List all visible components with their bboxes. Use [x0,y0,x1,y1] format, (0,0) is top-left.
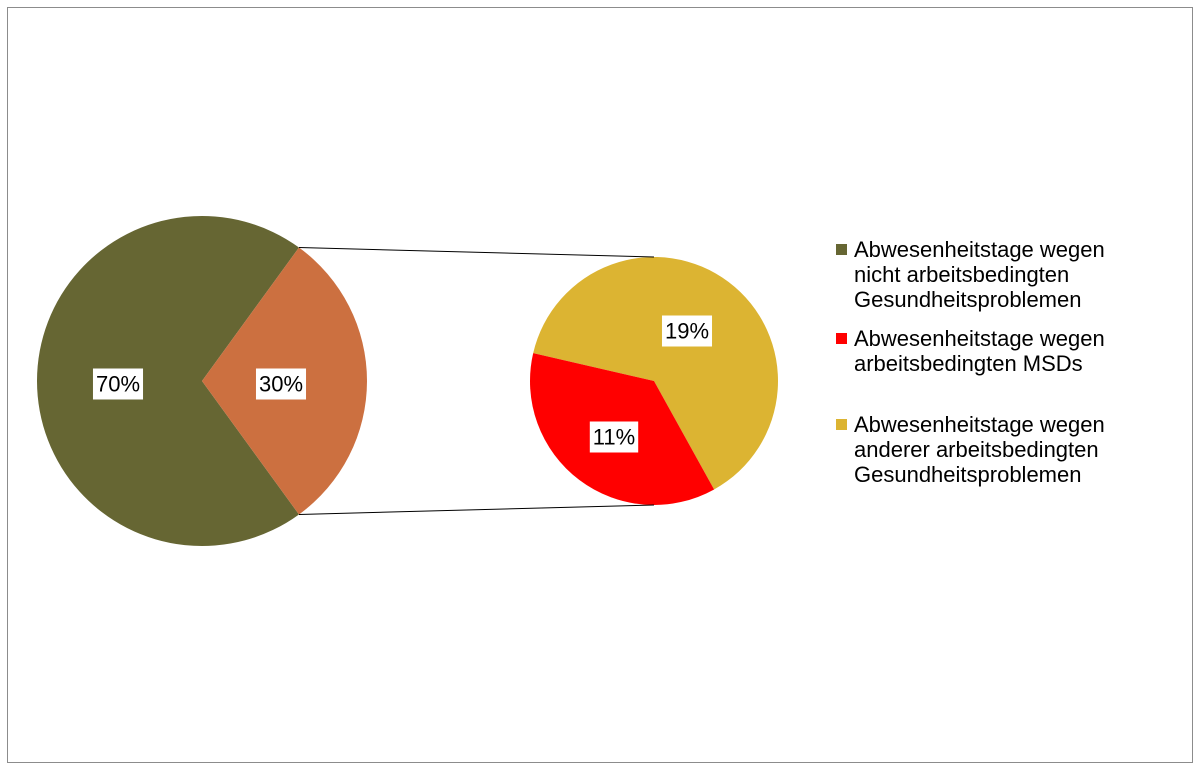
legend: Abwesenheitstage wegen nicht arbeitsbedi… [832,237,1192,501]
data-label-11-background [589,421,639,453]
legend-swatch-msds [836,333,847,344]
legend-label-line: Gesundheitsproblemen [854,287,1082,312]
legend-label-line: Abwesenheitstage wegen [854,412,1105,437]
data-label-30-text: 30% [259,372,303,397]
legend-item-msds: Abwesenheitstage wegen arbeitsbedingten … [832,326,1192,376]
legend-item-non-work-related: Abwesenheitstage wegen nicht arbeitsbedi… [832,237,1192,312]
data-label-19-text: 19% [665,319,709,344]
legend-swatch-non-work-related [836,244,847,255]
legend-label-line: Gesundheitsproblemen [854,462,1082,487]
legend-item-other-work-related: Abwesenheitstage wegen anderer arbeitsbe… [832,412,1192,487]
legend-label-line: nicht arbeitsbedingten [854,262,1070,287]
pie-slice-non-work-related [37,216,299,547]
legend-label-line: Abwesenheitstage wegen [854,237,1105,262]
legend-label-line: Abwesenheitstage wegen [854,326,1105,351]
connector-line-top [298,247,655,258]
data-label-19-background [661,315,713,347]
data-label-11-text: 11% [593,425,635,450]
data-label-70-background [92,368,144,400]
data-label-70-text: 70% [96,372,140,397]
legend-swatch-other-work-related [836,419,847,430]
legend-label-line: anderer arbeitsbedingten [854,437,1099,462]
data-label-30-background [255,368,307,400]
pie-slice-other-work-related [533,257,778,490]
connector-line-bottom [298,504,655,515]
legend-label-line: arbeitsbedingten MSDs [854,351,1083,376]
